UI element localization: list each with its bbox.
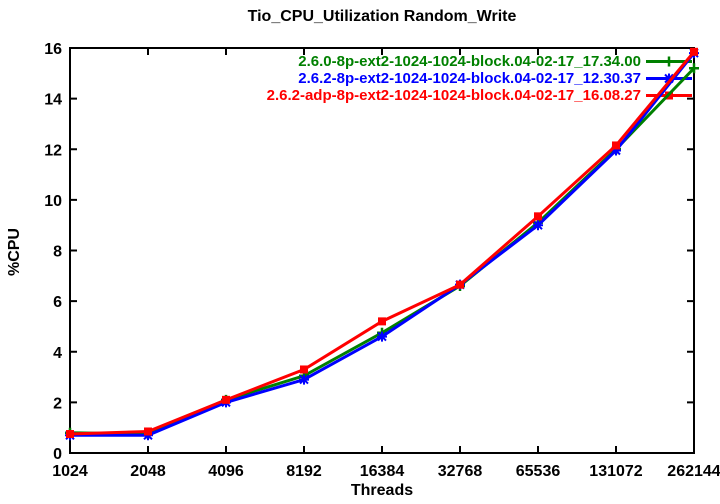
series-2 xyxy=(66,47,698,439)
svg-text:12: 12 xyxy=(44,142,62,159)
legend-item: 2.6.2-8p-ext2-1024-1024-block.04-02-17_1… xyxy=(267,70,641,87)
svg-text:10: 10 xyxy=(44,193,62,210)
legend: 2.6.0-8p-ext2-1024-1024-block.04-02-17_1… xyxy=(267,53,641,104)
svg-text:32768: 32768 xyxy=(438,463,483,480)
y-axis-ticks xyxy=(70,47,694,454)
svg-text:2: 2 xyxy=(53,395,62,412)
series-0 xyxy=(65,63,699,440)
legend-item: 2.6.0-8p-ext2-1024-1024-block.04-02-17_1… xyxy=(267,53,641,70)
svg-text:14: 14 xyxy=(44,92,62,109)
svg-text:8192: 8192 xyxy=(286,463,322,480)
svg-text:4: 4 xyxy=(53,345,62,362)
x-axis-label: Threads xyxy=(350,482,414,499)
legend-label: 2.6.2-8p-ext2-1024-1024-block.04-02-17_1… xyxy=(298,70,641,87)
svg-text:262144: 262144 xyxy=(667,463,720,480)
x-axis-ticks xyxy=(69,48,695,453)
svg-text:0: 0 xyxy=(53,446,62,463)
y-axis-label: %CPU xyxy=(6,228,23,277)
svg-text:65536: 65536 xyxy=(516,463,561,480)
svg-text:2048: 2048 xyxy=(130,463,166,480)
svg-text:16384: 16384 xyxy=(360,463,405,480)
svg-text:4096: 4096 xyxy=(208,463,244,480)
svg-text:1024: 1024 xyxy=(52,463,88,480)
svg-text:6: 6 xyxy=(53,294,62,311)
plot-border xyxy=(69,47,695,454)
svg-text:131072: 131072 xyxy=(589,463,642,480)
y-axis-tick-labels: 0 2 4 6 8 10 12 14 16 xyxy=(44,41,62,463)
series-line xyxy=(70,52,696,437)
series-1 xyxy=(65,48,699,441)
series-line xyxy=(69,67,696,436)
legend-item: 2.6.2-adp-8p-ext2-1024-1024-block.04-02-… xyxy=(267,87,641,104)
legend-label: 2.6.0-8p-ext2-1024-1024-block.04-02-17_1… xyxy=(298,53,641,70)
series-line xyxy=(69,50,696,436)
svg-text:16: 16 xyxy=(44,41,62,58)
x-axis-tick-labels: 1024 2048 4096 8192 16384 32768 65536 131072 262… xyxy=(52,463,720,480)
svg-text:8: 8 xyxy=(53,244,62,261)
legend-label: 2.6.2-adp-8p-ext2-1024-1024-block.04-02-… xyxy=(266,87,641,104)
chart-title: Tio_CPU_Utilization Random_Write xyxy=(247,8,517,25)
